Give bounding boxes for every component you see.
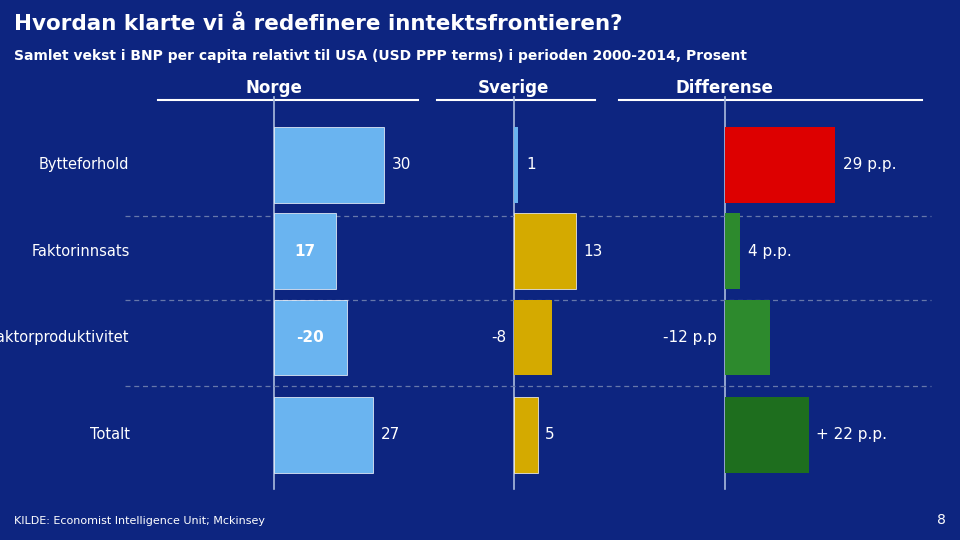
Text: -8: -8 (491, 330, 506, 345)
Text: Bytteforhold: Bytteforhold (39, 157, 130, 172)
Text: 13: 13 (584, 244, 603, 259)
Text: Norge: Norge (245, 79, 302, 97)
Text: -12 p.p: -12 p.p (663, 330, 717, 345)
Text: 4 p.p.: 4 p.p. (748, 244, 791, 259)
Text: 8: 8 (937, 512, 946, 526)
Text: 1: 1 (526, 157, 536, 172)
Text: 29 p.p.: 29 p.p. (843, 157, 897, 172)
Text: Samlet vekst i BNP per capita relativt til USA (USD PPP terms) i perioden 2000-2: Samlet vekst i BNP per capita relativt t… (14, 49, 748, 63)
Text: Sverige: Sverige (478, 79, 549, 97)
Text: 17: 17 (295, 244, 316, 259)
Text: Faktorinnsats: Faktorinnsats (32, 244, 130, 259)
Text: 5: 5 (545, 427, 555, 442)
Text: -20: -20 (297, 330, 324, 345)
Text: + 22 p.p.: + 22 p.p. (816, 427, 887, 442)
Text: Differense: Differense (676, 79, 774, 97)
Text: 30: 30 (392, 157, 411, 172)
Text: KILDE: Economist Intelligence Unit; Mckinsey: KILDE: Economist Intelligence Unit; Mcki… (14, 516, 265, 526)
Text: 27: 27 (380, 427, 400, 442)
Text: Hvordan klarte vi å redefinere inntektsfrontieren?: Hvordan klarte vi å redefinere inntektsf… (14, 14, 623, 33)
Text: Faktorproduktivitet: Faktorproduktivitet (0, 330, 130, 345)
Text: Totalt: Totalt (89, 427, 130, 442)
